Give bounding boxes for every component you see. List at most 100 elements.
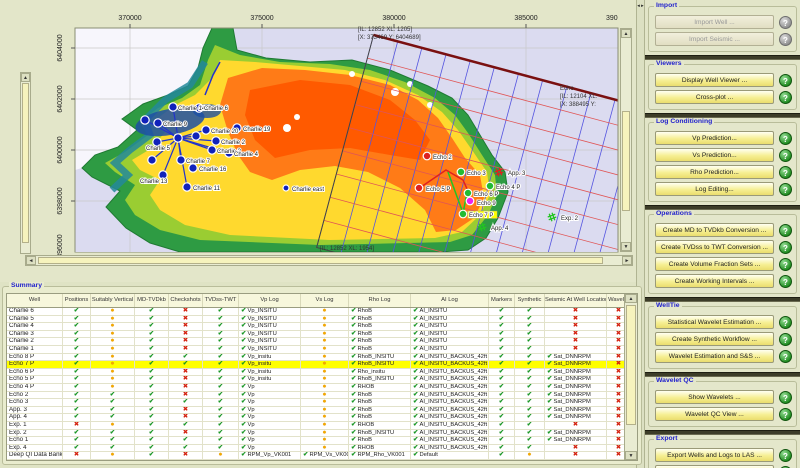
well-marker[interactable] bbox=[148, 156, 156, 164]
scroll-down-icon[interactable]: ▼ bbox=[625, 451, 637, 460]
help-icon[interactable]: ? bbox=[779, 33, 792, 46]
table-row[interactable]: Echo 7 P✔●✔✔✔✔Vp_insitu●✔RhoB_INSITU✔AI_… bbox=[7, 361, 624, 369]
scroll-up-icon[interactable]: ▲ bbox=[621, 29, 631, 38]
vp-prediction-button[interactable]: Vp Prediction... bbox=[655, 131, 774, 145]
statistical-wavelet-estimation-button[interactable]: Statistical Wavelet Estimation ... bbox=[655, 315, 774, 329]
table-row[interactable]: Deep QI Data Bank✖●✔✖●✔RPM_Vp_VK001✔RPM_… bbox=[7, 452, 624, 460]
well-marker[interactable] bbox=[457, 168, 465, 176]
well-marker[interactable] bbox=[208, 146, 216, 154]
table-row[interactable]: Charlie 6✔●✔✖✔✔Vp_INSITU●✔RhoB✔AI_INSITU… bbox=[7, 308, 624, 316]
help-icon[interactable]: ? bbox=[779, 132, 792, 145]
map-vertical-scrollbar[interactable]: ▲ ▼ bbox=[620, 28, 632, 252]
help-icon[interactable]: ? bbox=[779, 166, 792, 179]
well-marker[interactable] bbox=[466, 197, 474, 205]
scroll-down-icon[interactable]: ▼ bbox=[621, 242, 631, 251]
well-marker[interactable] bbox=[154, 119, 162, 127]
scroll-left-icon[interactable]: ◄ bbox=[26, 256, 36, 265]
well-marker[interactable] bbox=[192, 132, 200, 140]
create-working-intervals-button[interactable]: Create Working Intervals ... bbox=[655, 274, 774, 288]
table-row[interactable]: Echo 8 P✔●✔✔✔✔Vp_insitu●✔RhoB_INSITU✔AI_… bbox=[7, 354, 624, 362]
export-wells-and-logs-to-las-button[interactable]: Export Wells and Logs to LAS ... bbox=[655, 448, 774, 462]
table-row[interactable]: Echo 5 P✔●✔✖✔✔Vp_insitu●✔RhoB_INSITU✔AI_… bbox=[7, 376, 624, 384]
well-marker[interactable] bbox=[174, 134, 182, 142]
rho-prediction-button[interactable]: Rho Prediction... bbox=[655, 165, 774, 179]
vs-prediction-button[interactable]: Vs Prediction... bbox=[655, 148, 774, 162]
scroll-up-icon[interactable]: ▲ bbox=[21, 73, 30, 82]
help-icon[interactable]: ? bbox=[779, 449, 792, 462]
create-volume-fraction-sets-button[interactable]: Create Volume Fraction Sets ... bbox=[655, 257, 774, 271]
well-marker[interactable] bbox=[464, 189, 472, 197]
scroll-right-icon[interactable]: ► bbox=[622, 256, 632, 265]
cross-plot-button[interactable]: Cross-plot ... bbox=[655, 90, 774, 104]
check-icon: ✔ bbox=[351, 452, 356, 458]
import-seismic-button[interactable]: Import Seismic ... bbox=[655, 32, 774, 46]
well-marker[interactable] bbox=[486, 182, 494, 190]
table-row[interactable]: Exp. 4✔✔✔✔✔✔Vp●✔RHOB✔AI_INSITU_BACKUS_42… bbox=[7, 445, 624, 453]
help-icon[interactable]: ? bbox=[779, 16, 792, 29]
help-icon[interactable]: ? bbox=[779, 241, 792, 254]
scrollbar-thumb[interactable] bbox=[38, 257, 603, 264]
check-icon: ✔ bbox=[413, 376, 418, 382]
table-vertical-scrollbar[interactable]: ▲ ▼ bbox=[624, 294, 637, 460]
table-row[interactable]: Echo 6 P✔●✔✖✔✔Vp_insitu●✔Rho_insitu✔AI_I… bbox=[7, 369, 624, 377]
table-row[interactable]: App. 4✔✔✔✖✔✔Vp●✔RhoB✔AI_INSITU_BACKUS_42… bbox=[7, 414, 624, 422]
well-marker[interactable] bbox=[153, 138, 161, 146]
well-marker[interactable] bbox=[183, 183, 191, 191]
map-canvas[interactable]: Charlie 14Charlie 6Charlie 9Charlie 5Cha… bbox=[0, 0, 644, 282]
table-row[interactable]: Exp. 1✖●✔✔✔✔Vp●✔RHOB✔AI_INSITU_BACKUS_42… bbox=[7, 422, 624, 430]
splitter-arrows-icon[interactable]: ◂ ▸ bbox=[637, 4, 644, 9]
help-icon[interactable]: ? bbox=[779, 391, 792, 404]
wavelet-qc-view-button[interactable]: Wavelet QC View ... bbox=[655, 407, 774, 421]
import-well-button[interactable]: Import Well ... bbox=[655, 15, 774, 29]
table-row[interactable]: Echo 4 P✔●✔✖✔✔Vp●✔RHOB✔AI_INSITU_BACKUS_… bbox=[7, 384, 624, 392]
help-icon[interactable]: ? bbox=[779, 275, 792, 288]
table-row[interactable]: App. 3✔✔✔✖✔✔Vp●✔RhoB✔AI_INSITU_BACKUS_42… bbox=[7, 407, 624, 415]
help-icon[interactable]: ? bbox=[779, 316, 792, 329]
help-icon[interactable]: ? bbox=[779, 183, 792, 196]
table-row[interactable]: Echo 1✔✔✔✔✔✔Vp●✔RhoB✔AI_INSITU_BACKUS_42… bbox=[7, 437, 624, 445]
display-well-viewer-button[interactable]: Display Well Viewer ... bbox=[655, 73, 774, 87]
well-marker[interactable] bbox=[459, 210, 467, 218]
well-marker[interactable] bbox=[169, 103, 177, 111]
well-marker[interactable] bbox=[415, 184, 423, 192]
help-icon[interactable]: ? bbox=[779, 408, 792, 421]
well-name: Echo 5 P bbox=[7, 376, 63, 383]
help-icon[interactable]: ? bbox=[779, 91, 792, 104]
table-row[interactable]: Charlie 4✔●✔✖✔✔Vp_INSITU●✔RhoB✔AI_INSITU… bbox=[7, 323, 624, 331]
create-synthetic-workflow-button[interactable]: Create Synthetic Workflow ... bbox=[655, 332, 774, 346]
table-row[interactable]: Charlie 3✔●✔✖✔✔Vp_INSITU●✔RhoB✔AI_INSITU… bbox=[7, 331, 624, 339]
well-marker[interactable] bbox=[202, 126, 210, 134]
table-row[interactable]: Echo 3✔✔✔✔✔✔Vp●✔RhoB✔AI_INSITU_BACKUS_42… bbox=[7, 399, 624, 407]
create-tvdss-to-twt-conversion-button[interactable]: Create TVDss to TWT Conversion ... bbox=[655, 240, 774, 254]
table-row[interactable]: Charlie 5✔●✔✖✔✔Vp_INSITU●✔RhoB✔AI_INSITU… bbox=[7, 316, 624, 324]
well-marker[interactable] bbox=[283, 185, 289, 191]
table-row[interactable]: Charlie 1✔●✔✖✔✔Vp_INSITU●✔RhoB✔AI_INSITU… bbox=[7, 346, 624, 354]
help-icon[interactable]: ? bbox=[779, 333, 792, 346]
scrollbar-thumb[interactable] bbox=[622, 111, 630, 211]
help-icon[interactable]: ? bbox=[779, 224, 792, 237]
well-marker[interactable] bbox=[177, 156, 185, 164]
table-row[interactable]: Charlie 2✔●✔✖✔✔Vp_INSITU●✔RhoB✔AI_INSITU… bbox=[7, 338, 624, 346]
help-icon[interactable]: ? bbox=[779, 258, 792, 271]
scroll-up-icon[interactable]: ▲ bbox=[625, 294, 637, 303]
well-marker[interactable] bbox=[189, 164, 197, 172]
log-editing-button[interactable]: Log Editing... bbox=[655, 182, 774, 196]
map-horizontal-scrollbar[interactable]: ◄ ► bbox=[25, 255, 633, 266]
wavelet-estimation-and-s-s-button[interactable]: Wavelet Estimation and S&S ... bbox=[655, 349, 774, 363]
help-icon[interactable]: ? bbox=[779, 149, 792, 162]
well-marker[interactable] bbox=[141, 116, 149, 124]
show-wavelets-button[interactable]: Show Wavelets ... bbox=[655, 390, 774, 404]
check-icon: ✔ bbox=[547, 437, 552, 443]
scrollbar-thumb[interactable] bbox=[626, 305, 636, 425]
check-icon: ✔ bbox=[74, 331, 79, 337]
scrollbar-thumb[interactable] bbox=[22, 83, 29, 243]
well-marker[interactable] bbox=[423, 152, 431, 160]
help-icon[interactable]: ? bbox=[779, 350, 792, 363]
help-icon[interactable]: ? bbox=[779, 74, 792, 87]
table-row[interactable]: Echo 2✔✔✔✖✔✔Vp●✔RhoB✔AI_INSITU_BACKUS_42… bbox=[7, 392, 624, 400]
map-left-scrollbar[interactable]: ▲ bbox=[20, 72, 31, 254]
create-md-to-tvdkb-conversion-button[interactable]: Create MD to TVDkb Conversion ... bbox=[655, 223, 774, 237]
well-marker[interactable] bbox=[159, 171, 167, 179]
table-row[interactable]: Exp. 2✔✔✔✖✔✔Vp●✔RhoB_INSITU✔AI_INSITU_BA… bbox=[7, 430, 624, 438]
well-marker[interactable] bbox=[212, 137, 220, 145]
